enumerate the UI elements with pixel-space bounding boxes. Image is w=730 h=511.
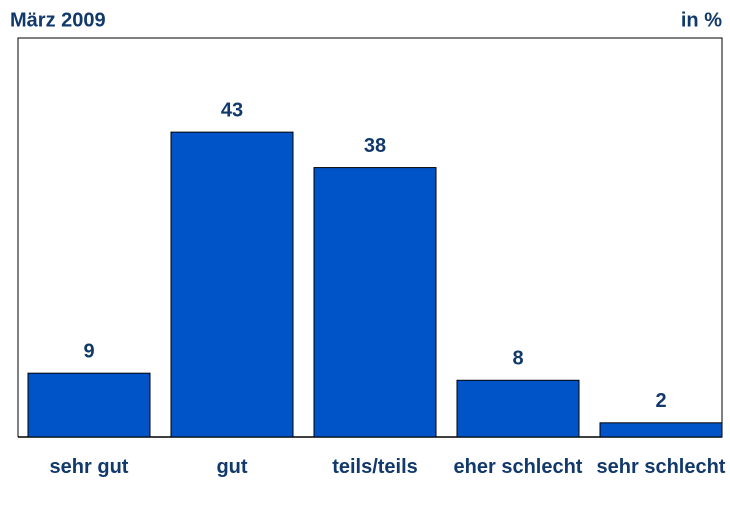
x-tick-label: sehr gut <box>49 456 129 478</box>
value-label: 2 <box>655 390 666 412</box>
bar <box>456 379 580 438</box>
bar <box>27 372 151 438</box>
value-label: 8 <box>512 348 523 370</box>
x-tick-label: sehr schlecht <box>596 456 726 478</box>
unit-label: in % <box>681 9 722 31</box>
plot-frame <box>17 37 723 437</box>
value-label: 38 <box>364 135 386 157</box>
chart-title: März 2009 <box>10 9 106 31</box>
bar <box>170 131 294 438</box>
x-tick-label: teils/teils <box>332 456 418 478</box>
x-tick-label: eher schlecht <box>453 456 583 478</box>
bar <box>313 167 437 438</box>
x-tick-label: gut <box>216 456 248 478</box>
bar <box>599 422 723 438</box>
value-label: 43 <box>221 99 243 121</box>
value-label: 9 <box>83 340 94 362</box>
